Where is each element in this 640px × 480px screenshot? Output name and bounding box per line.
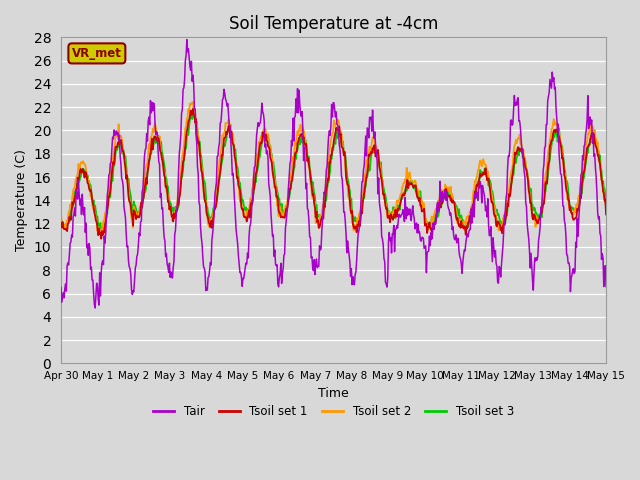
Tsoil set 1 <box>67 217 75 223</box>
Tsoil set 1 <box>57 220 65 226</box>
Tair <box>92 305 99 311</box>
Tsoil set 1 <box>401 189 409 195</box>
Tair <box>179 86 187 92</box>
Tsoil set 1 <box>97 236 105 241</box>
Tsoil set 1 <box>417 203 425 208</box>
Tsoil set 3 <box>602 197 610 203</box>
Tsoil set 3 <box>179 167 187 172</box>
Tsoil set 2 <box>67 204 75 210</box>
Tsoil set 2 <box>124 179 132 185</box>
Tsoil set 2 <box>97 232 105 238</box>
Tair <box>57 285 65 290</box>
Tsoil set 1 <box>124 183 132 189</box>
Tsoil set 3 <box>67 209 75 215</box>
Tsoil set 3 <box>189 106 196 112</box>
Tsoil set 1 <box>602 212 610 217</box>
X-axis label: Time: Time <box>318 386 349 399</box>
Tsoil set 2 <box>209 214 216 219</box>
Tsoil set 2 <box>57 213 65 218</box>
Line: Tsoil set 1: Tsoil set 1 <box>61 109 606 239</box>
Tsoil set 2 <box>602 203 610 208</box>
Tair <box>209 231 216 237</box>
Line: Tair: Tair <box>61 40 606 308</box>
Tsoil set 3 <box>401 190 409 196</box>
Tair <box>67 239 75 245</box>
Tsoil set 3 <box>57 218 65 224</box>
Tair <box>124 243 132 249</box>
Tsoil set 2 <box>189 99 196 105</box>
Tair <box>183 37 191 43</box>
Title: Soil Temperature at -4cm: Soil Temperature at -4cm <box>229 15 438 33</box>
Tsoil set 2 <box>417 197 425 203</box>
Y-axis label: Temperature (C): Temperature (C) <box>15 149 28 252</box>
Tsoil set 1 <box>189 106 196 112</box>
Legend: Tair, Tsoil set 1, Tsoil set 2, Tsoil set 3: Tair, Tsoil set 1, Tsoil set 2, Tsoil se… <box>148 400 519 423</box>
Tsoil set 3 <box>417 197 425 203</box>
Tsoil set 3 <box>98 230 106 236</box>
Line: Tsoil set 2: Tsoil set 2 <box>61 102 606 235</box>
Line: Tsoil set 3: Tsoil set 3 <box>61 109 606 233</box>
Text: VR_met: VR_met <box>72 47 122 60</box>
Tair <box>602 284 610 289</box>
Tsoil set 3 <box>209 211 216 216</box>
Tair <box>417 239 425 244</box>
Tsoil set 1 <box>179 158 187 164</box>
Tsoil set 1 <box>209 218 216 224</box>
Tair <box>401 194 409 200</box>
Tsoil set 3 <box>124 178 132 184</box>
Tsoil set 2 <box>179 150 187 156</box>
Tsoil set 2 <box>401 176 409 182</box>
